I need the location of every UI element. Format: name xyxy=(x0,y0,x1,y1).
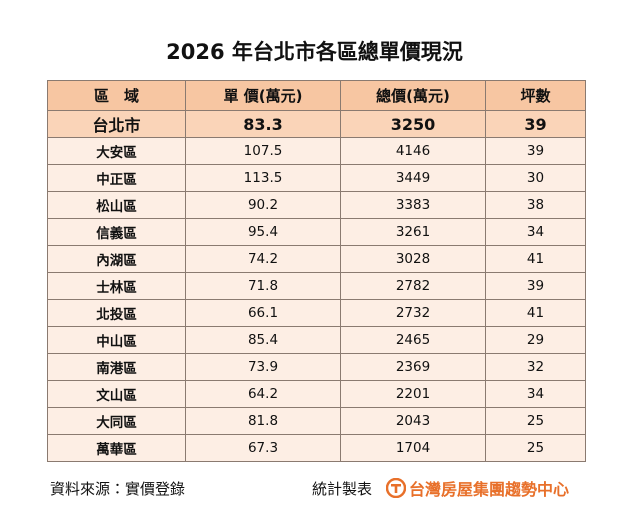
table-cell: 90.2 xyxy=(185,191,341,219)
table-cell: 34 xyxy=(485,380,586,408)
table-cell: 39 xyxy=(485,137,586,165)
column-header: 總價(萬元) xyxy=(340,80,486,111)
district-row: 南港區 73.9 2369 32 xyxy=(47,353,586,381)
district-row: 內湖區 74.2 3028 41 xyxy=(47,245,586,273)
title: 2026 年台北市各區總單價現況 xyxy=(166,40,463,64)
district-row: 大同區 81.8 2043 25 xyxy=(47,407,586,435)
table-cell: 3028 xyxy=(340,245,486,273)
table-cell: 2369 xyxy=(340,353,486,381)
credit-label: 統計製表 xyxy=(312,480,373,498)
table-cell: 1704 xyxy=(340,434,486,462)
header-row: 區 域單 價(萬元) 總價(萬元) 坪數 xyxy=(47,80,586,111)
summary-row: 台北市 83.3 3250 39 xyxy=(47,110,586,138)
district-row: 北投區 66.1 2732 41 xyxy=(47,299,586,327)
district-row: 文山區 64.2 2201 34 xyxy=(47,380,586,408)
source-note: 資料來源：實價登錄 xyxy=(50,480,186,498)
summary-cell: 83.3 xyxy=(185,110,341,138)
table-cell: 3449 xyxy=(340,164,486,192)
logo-icon xyxy=(386,478,406,498)
table-cell: 2465 xyxy=(340,326,486,354)
table-cell: 南港區 xyxy=(47,353,186,381)
table-cell: 2782 xyxy=(340,272,486,300)
table-cell: 3383 xyxy=(340,191,486,219)
table-cell: 士林區 xyxy=(47,272,186,300)
table-cell: 中山區 xyxy=(47,326,186,354)
district-row: 信義區 95.4 3261 34 xyxy=(47,218,586,246)
column-header: 坪數 xyxy=(485,80,586,111)
table-cell: 文山區 xyxy=(47,380,186,408)
table-cell: 113.5 xyxy=(185,164,341,192)
brand-logo: 台灣房屋集團趨勢中心 xyxy=(386,476,569,500)
table-cell: 41 xyxy=(485,245,586,273)
table-cell: 64.2 xyxy=(185,380,341,408)
table-cell: 松山區 xyxy=(47,191,186,219)
table-cell: 內湖區 xyxy=(47,245,186,273)
price-table: 區 域單 價(萬元) 總價(萬元) 坪數 台北市 83.3 3250 39 大安區 107.5… xyxy=(47,80,586,462)
table-cell: 32 xyxy=(485,353,586,381)
table-cell: 2043 xyxy=(340,407,486,435)
table-cell: 74.2 xyxy=(185,245,341,273)
table-cell: 95.4 xyxy=(185,218,341,246)
table-cell: 4146 xyxy=(340,137,486,165)
table-cell: 39 xyxy=(485,272,586,300)
table-cell: 29 xyxy=(485,326,586,354)
district-row: 大安區 107.5 4146 39 xyxy=(47,137,586,165)
column-header: 區 域 xyxy=(47,80,186,111)
table-cell: 85.4 xyxy=(185,326,341,354)
summary-cell: 台北市 xyxy=(47,110,186,138)
table-cell: 2201 xyxy=(340,380,486,408)
table-cell: 34 xyxy=(485,218,586,246)
district-row: 中山區 85.4 2465 29 xyxy=(47,326,586,354)
table-cell: 大安區 xyxy=(47,137,186,165)
district-row: 中正區 113.5 3449 30 xyxy=(47,164,586,192)
table-cell: 38 xyxy=(485,191,586,219)
summary-cell: 39 xyxy=(485,110,586,138)
table-cell: 67.3 xyxy=(185,434,341,462)
table-cell: 25 xyxy=(485,434,586,462)
district-row: 士林區 71.8 2782 39 xyxy=(47,272,586,300)
table-cell: 25 xyxy=(485,407,586,435)
district-row: 松山區 90.2 3383 38 xyxy=(47,191,586,219)
table-body: 台北市 83.3 3250 39 大安區 107.5 4146 39 中正區 113.5 3449 3… xyxy=(47,110,586,462)
table-cell: 萬華區 xyxy=(47,434,186,462)
table-cell: 107.5 xyxy=(185,137,341,165)
table-cell: 北投區 xyxy=(47,299,186,327)
table-cell: 66.1 xyxy=(185,299,341,327)
brand-name: 台灣房屋集團趨勢中心 xyxy=(409,480,570,499)
table-cell: 81.8 xyxy=(185,407,341,435)
table-cell: 信義區 xyxy=(47,218,186,246)
table-cell: 大同區 xyxy=(47,407,186,435)
column-header: 單 價(萬元) xyxy=(185,80,341,111)
table-cell: 2732 xyxy=(340,299,486,327)
table-cell: 71.8 xyxy=(185,272,341,300)
table-cell: 30 xyxy=(485,164,586,192)
district-row: 萬華區 67.3 1704 25 xyxy=(47,434,586,462)
table-cell: 73.9 xyxy=(185,353,341,381)
table-cell: 3261 xyxy=(340,218,486,246)
table-cell: 41 xyxy=(485,299,586,327)
summary-cell: 3250 xyxy=(340,110,486,138)
table-cell: 中正區 xyxy=(47,164,186,192)
